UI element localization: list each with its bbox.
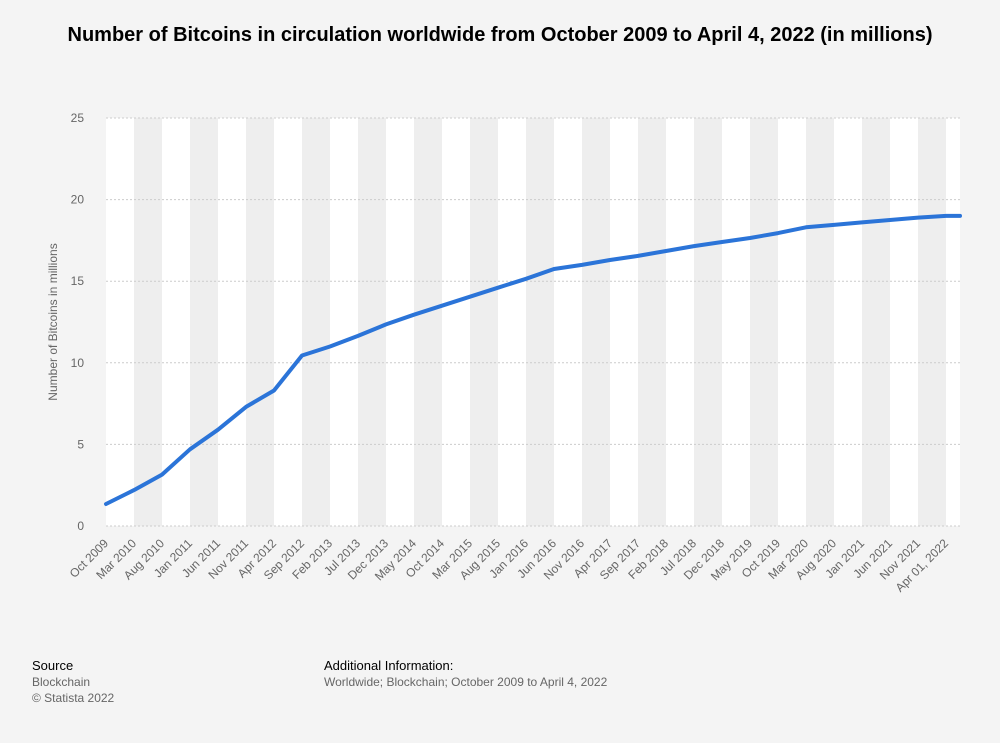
- background-bands: [106, 118, 960, 526]
- background-band: [218, 118, 246, 526]
- background-band: [834, 118, 862, 526]
- data-point: [944, 214, 948, 218]
- data-point: [384, 322, 388, 326]
- data-point: [636, 254, 640, 258]
- background-band: [302, 118, 330, 526]
- data-point: [552, 267, 556, 271]
- source-line-2: © Statista 2022: [32, 691, 115, 705]
- chart-title: Number of Bitcoins in circulation worldw…: [67, 24, 933, 46]
- background-band: [330, 118, 358, 526]
- data-point: [958, 214, 962, 218]
- data-point: [104, 502, 108, 506]
- background-band: [806, 118, 834, 526]
- background-band: [778, 118, 806, 526]
- background-band: [274, 118, 302, 526]
- background-band: [470, 118, 498, 526]
- background-band: [750, 118, 778, 526]
- background-band: [610, 118, 638, 526]
- data-point: [580, 263, 584, 267]
- data-point: [608, 258, 612, 262]
- data-point: [468, 295, 472, 299]
- data-point: [524, 277, 528, 281]
- data-point: [776, 231, 780, 235]
- background-band: [498, 118, 526, 526]
- data-point: [692, 244, 696, 248]
- background-band: [134, 118, 162, 526]
- data-point: [132, 488, 136, 492]
- data-point: [412, 313, 416, 317]
- data-point: [244, 405, 248, 409]
- data-point: [300, 353, 304, 357]
- data-point: [356, 334, 360, 338]
- background-band: [106, 118, 134, 526]
- source-line-1: Blockchain: [32, 675, 91, 689]
- background-band: [162, 118, 190, 526]
- additional-info-label: Additional Information:: [324, 658, 454, 673]
- data-point: [272, 389, 276, 393]
- background-band: [442, 118, 470, 526]
- series-bitcoins: [104, 213, 962, 506]
- y-tick-label: 15: [71, 274, 85, 288]
- background-band: [246, 118, 274, 526]
- data-point: [804, 225, 808, 229]
- data-point: [216, 428, 220, 432]
- y-axis-ticks: 0 5 10 15 20 25: [71, 111, 85, 533]
- y-tick-label: 25: [71, 111, 85, 125]
- y-tick-label: 0: [77, 519, 84, 533]
- y-tick-label: 10: [71, 356, 85, 370]
- background-band: [694, 118, 722, 526]
- data-point: [832, 223, 836, 227]
- background-band: [862, 118, 890, 526]
- background-band: [554, 118, 582, 526]
- background-band: [526, 118, 554, 526]
- additional-info-text: Worldwide; Blockchain; October 2009 to A…: [324, 675, 608, 689]
- data-point: [888, 218, 892, 222]
- background-band: [190, 118, 218, 526]
- y-tick-label: 20: [71, 193, 85, 207]
- data-point: [188, 447, 192, 451]
- background-band: [582, 118, 610, 526]
- background-band: [666, 118, 694, 526]
- data-point: [860, 220, 864, 224]
- additional-info-block: Additional Information: Worldwide; Block…: [324, 658, 607, 690]
- background-band: [890, 118, 918, 526]
- background-band: [722, 118, 750, 526]
- background-band: [358, 118, 386, 526]
- background-band: [414, 118, 442, 526]
- data-point: [496, 286, 500, 290]
- background-band: [946, 118, 960, 526]
- background-band: [918, 118, 946, 526]
- y-tick-label: 5: [77, 437, 84, 451]
- data-point: [664, 249, 668, 253]
- data-point: [328, 344, 332, 348]
- data-point: [748, 236, 752, 240]
- data-point: [916, 216, 920, 220]
- series-line: [104, 213, 962, 506]
- data-point: [440, 304, 444, 308]
- source-label: Source: [32, 658, 74, 673]
- data-point: [720, 240, 724, 244]
- data-point: [160, 473, 164, 477]
- y-axis-label: Number of Bitcoins in millions: [46, 243, 60, 400]
- background-band: [638, 118, 666, 526]
- source-block: Source Blockchain © Statista 2022: [32, 658, 114, 706]
